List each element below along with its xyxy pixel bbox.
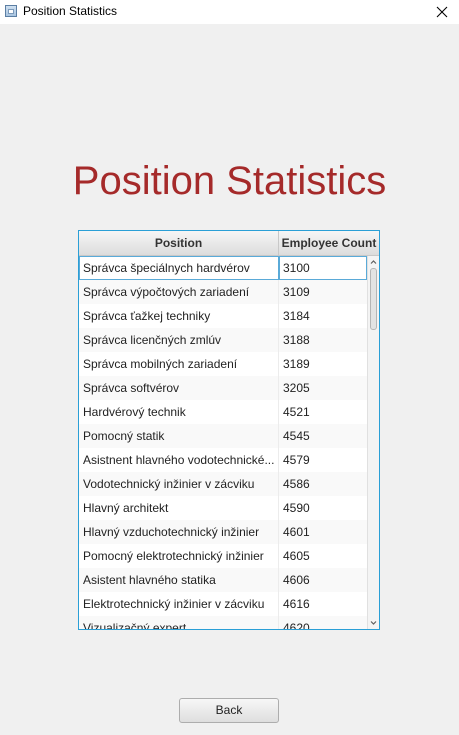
position-cell: Správca ťažkej techniky bbox=[79, 304, 279, 328]
employee-count-cell: 4545 bbox=[283, 429, 310, 443]
vertical-scrollbar[interactable] bbox=[367, 256, 379, 629]
employee-count-cell: 3184 bbox=[283, 309, 310, 323]
table-row[interactable]: Správca softvérov 3205 bbox=[79, 376, 367, 400]
scrollbar-thumb[interactable] bbox=[370, 268, 377, 330]
table-row[interactable]: Pomocný elektrotechnický inžinier 4605 bbox=[79, 544, 367, 568]
window-title: Position Statistics bbox=[23, 4, 118, 18]
position-table[interactable]: Position Employee Count Správca špeciáln… bbox=[78, 230, 380, 630]
table-row[interactable]: Elektrotechnický inžinier v zácviku 4616 bbox=[79, 592, 367, 616]
position-cell: Vizualizačný expert bbox=[79, 616, 279, 629]
position-cell: Asistnent hlavného vodotechnické... bbox=[79, 448, 279, 472]
position-cell: Správca softvérov bbox=[79, 376, 279, 400]
column-header-position[interactable]: Position bbox=[79, 231, 279, 255]
position-cell: Elektrotechnický inžinier v zácviku bbox=[79, 592, 279, 616]
app-window-icon bbox=[5, 5, 17, 17]
employee-count-cell: 3188 bbox=[283, 333, 310, 347]
position-cell: Hlavný vzduchotechnický inžinier bbox=[79, 520, 279, 544]
table-row[interactable]: Správca licenčných zmlúv 3188 bbox=[79, 328, 367, 352]
employee-count-cell: 4616 bbox=[283, 597, 310, 611]
table-body: Správca špeciálnych hardvérov 3100 Správca… bbox=[79, 256, 367, 629]
position-cell: Správca špeciálnych hardvérov bbox=[79, 256, 279, 280]
close-button[interactable] bbox=[425, 0, 459, 24]
employee-count-cell: 4521 bbox=[283, 405, 310, 419]
table-header: Position Employee Count bbox=[79, 231, 379, 256]
table-row[interactable]: Pomocný statik 4545 bbox=[79, 424, 367, 448]
position-cell: Pomocný elektrotechnický inžinier bbox=[79, 544, 279, 568]
chevron-down-icon[interactable] bbox=[368, 618, 379, 628]
employee-count-cell: 4606 bbox=[283, 573, 310, 587]
table-row[interactable]: Správca špeciálnych hardvérov 3100 bbox=[79, 256, 367, 280]
page-title: Position Statistics bbox=[72, 159, 387, 203]
employee-count-cell: 4620 bbox=[283, 621, 310, 629]
employee-count-cell: 4601 bbox=[283, 525, 310, 539]
table-row[interactable]: Vizualizačný expert 4620 bbox=[79, 616, 367, 629]
position-cell: Asistent hlavného statika bbox=[79, 568, 279, 592]
employee-count-cell: 3205 bbox=[283, 381, 310, 395]
table-row[interactable]: Vodotechnický inžinier v zácviku 4586 bbox=[79, 472, 367, 496]
column-header-employee-count[interactable]: Employee Count bbox=[281, 236, 377, 250]
table-row[interactable]: Asistent hlavného statika 4606 bbox=[79, 568, 367, 592]
back-button[interactable]: Back bbox=[179, 698, 279, 723]
position-cell: Správca mobilných zariadení bbox=[79, 352, 279, 376]
table-row[interactable]: Správca ťažkej techniky 3184 bbox=[79, 304, 367, 328]
table-row[interactable]: Hardvérový technik 4521 bbox=[79, 400, 367, 424]
position-cell: Správca licenčných zmlúv bbox=[79, 328, 279, 352]
position-cell: Správca výpočtových zariadení bbox=[79, 280, 279, 304]
employee-count-cell: 4590 bbox=[283, 501, 310, 515]
employee-count-cell: 4579 bbox=[283, 453, 310, 467]
table-row[interactable]: Asistnent hlavného vodotechnické... 4579 bbox=[79, 448, 367, 472]
title-bar: Position Statistics bbox=[0, 0, 459, 24]
employee-count-cell: 3189 bbox=[283, 357, 310, 371]
position-cell: Vodotechnický inžinier v zácviku bbox=[79, 472, 279, 496]
chevron-up-icon[interactable] bbox=[368, 257, 379, 267]
employee-count-cell: 3100 bbox=[279, 256, 367, 280]
employee-count-cell: 4605 bbox=[283, 549, 310, 563]
position-cell: Pomocný statik bbox=[79, 424, 279, 448]
table-row[interactable]: Hlavný architekt 4590 bbox=[79, 496, 367, 520]
table-row[interactable]: Hlavný vzduchotechnický inžinier 4601 bbox=[79, 520, 367, 544]
table-row[interactable]: Správca mobilných zariadení 3189 bbox=[79, 352, 367, 376]
employee-count-cell: 3109 bbox=[283, 285, 310, 299]
close-icon bbox=[436, 6, 448, 18]
position-cell: Hlavný architekt bbox=[79, 496, 279, 520]
table-row[interactable]: Správca výpočtových zariadení 3109 bbox=[79, 280, 367, 304]
employee-count-cell: 4586 bbox=[283, 477, 310, 491]
position-cell: Hardvérový technik bbox=[79, 400, 279, 424]
